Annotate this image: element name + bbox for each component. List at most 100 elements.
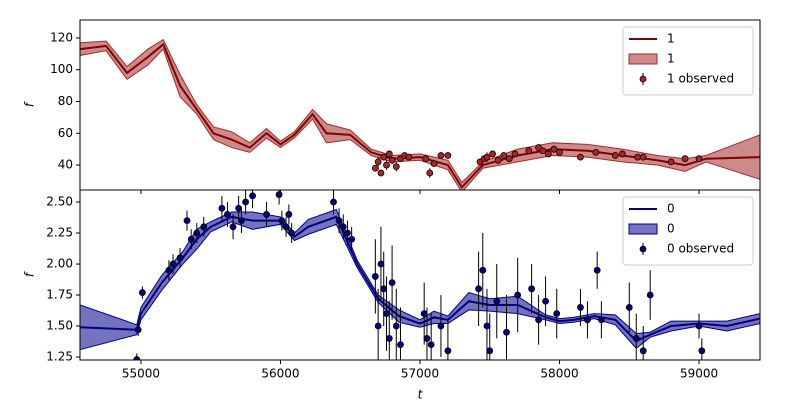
observed-point <box>592 148 600 156</box>
observed-point <box>695 322 703 330</box>
observed-point <box>388 279 396 287</box>
observed-point <box>383 310 390 318</box>
observed-point <box>187 235 195 243</box>
legend: 1 1 1 observed <box>622 26 754 96</box>
observed-point <box>535 316 542 324</box>
observed-point <box>553 310 561 318</box>
plot-area <box>80 38 760 190</box>
legend-marker <box>639 245 647 253</box>
observed-point <box>377 169 385 177</box>
observed-point <box>695 155 703 163</box>
observed-point <box>597 316 605 324</box>
x-tick-label: 57000 <box>401 367 439 381</box>
observed-point <box>539 147 547 155</box>
legend-marker <box>639 75 647 83</box>
observed-point <box>235 204 243 212</box>
observed-point <box>437 322 445 330</box>
observed-point <box>193 229 201 237</box>
observed-point <box>224 211 231 218</box>
y-axis-label: f <box>23 101 37 107</box>
observed-point <box>330 198 337 206</box>
observed-point <box>632 335 640 342</box>
observed-point <box>423 335 431 342</box>
observed-point <box>388 156 396 164</box>
observed-point <box>698 347 706 355</box>
y-tick-label: 100 <box>50 62 73 76</box>
observed-point <box>385 150 393 158</box>
observed-point <box>285 211 293 218</box>
x-tick-label: 58000 <box>540 367 578 381</box>
observed-point <box>344 229 351 237</box>
observed-point <box>514 291 522 299</box>
observed-point <box>200 223 208 231</box>
observed-point <box>486 347 494 355</box>
observed-point <box>550 145 558 153</box>
observed-point <box>238 217 245 225</box>
observed-point <box>229 223 237 231</box>
observed-point <box>542 297 549 305</box>
observed-point <box>383 161 390 169</box>
y-tick-label: 1.75 <box>46 288 73 302</box>
y-tick-label: 2.00 <box>46 257 73 271</box>
observed-point <box>544 150 552 158</box>
y-tick-label: 80 <box>58 94 73 108</box>
observed-point <box>618 150 626 158</box>
observed-point <box>444 347 452 355</box>
observed-point <box>374 158 382 166</box>
observed-point <box>392 322 400 330</box>
observed-point <box>377 260 385 268</box>
confidence-band <box>80 38 760 190</box>
observed-point <box>593 266 601 274</box>
legend-patch <box>628 53 658 65</box>
observed-point <box>374 322 382 330</box>
legend-box <box>622 26 754 96</box>
observed-point <box>282 223 290 231</box>
y-tick-label: 2.50 <box>46 195 73 209</box>
observed-point <box>505 155 513 163</box>
observed-point <box>249 192 256 200</box>
legend-box <box>622 196 754 266</box>
observed-point <box>681 155 689 163</box>
x-tick-label: 56000 <box>261 367 299 381</box>
y-axis-label: f <box>23 271 37 277</box>
observed-point <box>556 148 563 156</box>
x-tick-label: 59000 <box>680 367 718 381</box>
observed-point <box>639 153 647 161</box>
observed-point <box>475 285 482 293</box>
observed-point <box>634 153 642 161</box>
observed-point <box>611 152 619 159</box>
observed-point <box>483 153 491 161</box>
observed-point <box>437 152 445 159</box>
confidence-band <box>80 208 760 351</box>
observed-point <box>138 289 146 296</box>
observed-point <box>427 341 435 349</box>
observed-point <box>577 304 584 311</box>
observed-point <box>584 316 591 324</box>
observed-point <box>667 158 675 166</box>
observed-point <box>392 163 400 171</box>
y-tick-label: 2.25 <box>46 226 73 240</box>
observed-point <box>528 285 536 293</box>
legend-label: 0 <box>667 202 675 216</box>
y-tick-label: 40 <box>58 158 73 172</box>
observed-point <box>500 152 508 159</box>
observed-point <box>169 260 177 268</box>
observed-point <box>511 150 519 158</box>
y-tick-label: 120 <box>50 30 73 44</box>
legend-label: 0 <box>667 222 675 236</box>
observed-point <box>489 150 496 158</box>
observed-point <box>420 310 428 318</box>
plot-area <box>80 190 760 360</box>
observed-point <box>422 155 429 163</box>
observed-point <box>176 254 184 262</box>
observed-point <box>493 297 501 305</box>
x-tick-label: 55000 <box>122 367 160 381</box>
observed-point <box>183 217 191 225</box>
observed-point <box>288 229 296 237</box>
observed-point <box>335 217 343 225</box>
observed-point <box>639 347 647 355</box>
legend: 0 0 0 observed <box>622 196 754 266</box>
observed-point <box>625 304 633 311</box>
y-tick-label: 1.50 <box>46 319 73 333</box>
